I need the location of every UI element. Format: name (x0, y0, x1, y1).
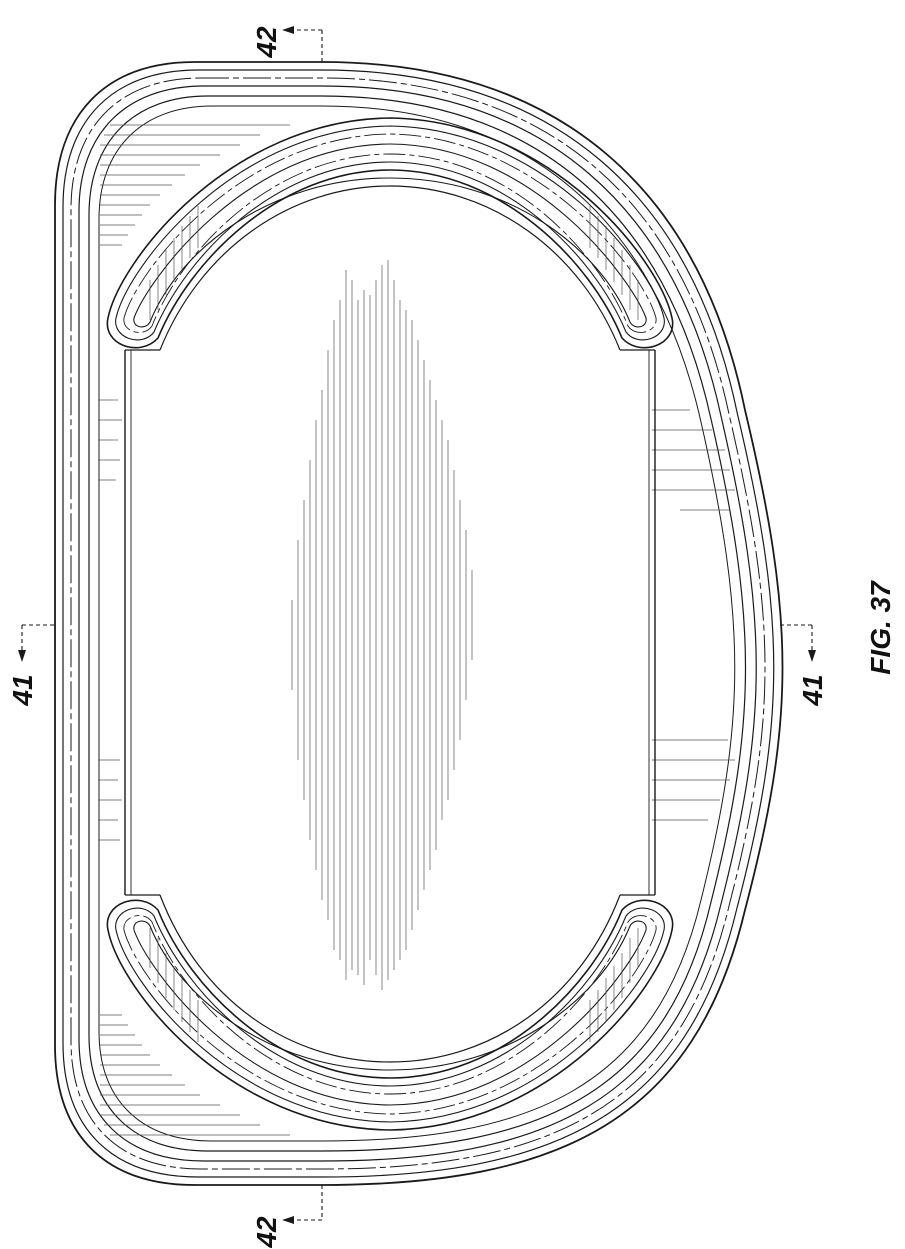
section-label-right: 41 (797, 674, 828, 706)
section-markers (18, 26, 816, 1224)
top-rib-outer (107, 118, 672, 348)
arrow-left-icon (282, 26, 294, 34)
figure-caption: FIG. 37 (865, 580, 896, 675)
bottom-rib-dashed (124, 916, 656, 1114)
well-outline (125, 350, 655, 895)
outer-rim-contour-1 (55, 62, 783, 1185)
section-marker-right (780, 625, 816, 662)
section-label-top: 42 (251, 26, 282, 59)
section-label-left: 41 (7, 674, 38, 706)
center-shading (292, 260, 472, 990)
section-marker-top (282, 26, 322, 62)
section-marker-left (18, 625, 55, 662)
outer-rim (55, 62, 783, 1185)
outer-rim-contour-6 (99, 106, 735, 1141)
central-well (125, 350, 655, 895)
top-rib-well-edge (160, 186, 620, 350)
section-marker-bottom (282, 1185, 322, 1224)
outer-rim-contour-5 (89, 96, 746, 1151)
bottom-rib-outer (107, 900, 672, 1130)
arrow-left-icon (282, 1216, 294, 1224)
bottom-rib-well-edge (160, 895, 620, 1062)
outer-rim-contour-2 (63, 70, 774, 1177)
arrow-down-icon (808, 650, 816, 662)
arrow-down-icon (18, 650, 26, 662)
section-label-bottom: 42 (251, 1216, 282, 1249)
top-rib (107, 118, 672, 350)
